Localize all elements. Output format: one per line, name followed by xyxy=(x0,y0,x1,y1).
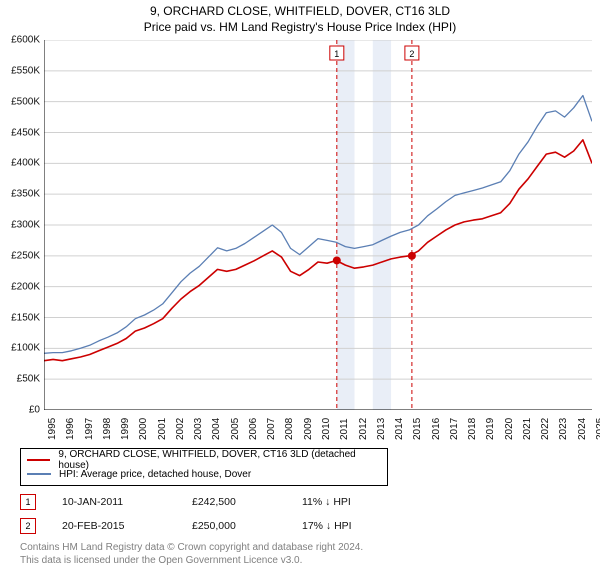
x-tick-label: 2005 xyxy=(230,418,241,440)
y-tick-label: £150K xyxy=(2,312,40,323)
x-tick-label: 2011 xyxy=(339,418,350,440)
x-tick-label: 2001 xyxy=(157,418,168,440)
legend-swatch xyxy=(27,459,50,461)
chart-title-subtitle: Price paid vs. HM Land Registry's House … xyxy=(0,20,600,34)
y-tick-label: £100K xyxy=(2,343,40,354)
x-tick-label: 2014 xyxy=(394,418,405,440)
credits-line2: This data is licensed under the Open Gov… xyxy=(20,555,588,567)
x-tick-label: 2021 xyxy=(522,418,533,440)
y-tick-label: £0 xyxy=(2,405,40,416)
x-tick-label: 1998 xyxy=(102,418,113,440)
legend: 9, ORCHARD CLOSE, WHITFIELD, DOVER, CT16… xyxy=(20,448,388,486)
x-tick-label: 2025 xyxy=(595,418,600,440)
x-tick-label: 2015 xyxy=(412,418,423,440)
sale-row: 1 10-JAN-2011£242,50011% ↓ HPI xyxy=(20,494,588,510)
sale-price: £250,000 xyxy=(192,520,302,532)
y-tick-label: £350K xyxy=(2,189,40,200)
y-tick-label: £400K xyxy=(2,158,40,169)
sale-date: 10-JAN-2011 xyxy=(62,496,192,508)
y-tick-label: £250K xyxy=(2,250,40,261)
chart-title-block: 9, ORCHARD CLOSE, WHITFIELD, DOVER, CT16… xyxy=(0,0,600,34)
legend-swatch xyxy=(27,473,51,475)
y-tick-label: £500K xyxy=(2,96,40,107)
x-tick-label: 2007 xyxy=(266,418,277,440)
y-tick-label: £200K xyxy=(2,281,40,292)
y-tick-label: £50K xyxy=(2,374,40,385)
sale-marker-box: 1 xyxy=(20,494,36,510)
sale-diff: 17% ↓ HPI xyxy=(302,520,412,532)
x-tick-label: 2018 xyxy=(467,418,478,440)
y-tick-label: £550K xyxy=(2,65,40,76)
chart-title-address: 9, ORCHARD CLOSE, WHITFIELD, DOVER, CT16… xyxy=(0,4,600,18)
legend-row: 9, ORCHARD CLOSE, WHITFIELD, DOVER, CT16… xyxy=(27,453,381,467)
sale-row: 2 20-FEB-2015£250,00017% ↓ HPI xyxy=(20,518,588,534)
x-tick-label: 1996 xyxy=(65,418,76,440)
x-tick-label: 2023 xyxy=(558,418,569,440)
credits-line1: Contains HM Land Registry data © Crown c… xyxy=(20,542,588,555)
chart-container: 9, ORCHARD CLOSE, WHITFIELD, DOVER, CT16… xyxy=(0,0,600,560)
x-tick-label: 2013 xyxy=(376,418,387,440)
x-tick-label: 2024 xyxy=(577,418,588,440)
credits: Contains HM Land Registry data © Crown c… xyxy=(20,542,588,567)
x-tick-label: 1997 xyxy=(84,418,95,440)
price-chart: 12 xyxy=(44,40,592,410)
x-tick-label: 2016 xyxy=(431,418,442,440)
x-tick-label: 2010 xyxy=(321,418,332,440)
x-tick-label: 2020 xyxy=(504,418,515,440)
svg-text:2: 2 xyxy=(409,49,414,59)
y-tick-label: £300K xyxy=(2,220,40,231)
sale-diff: 11% ↓ HPI xyxy=(302,496,412,508)
y-tick-label: £450K xyxy=(2,127,40,138)
x-tick-label: 2019 xyxy=(485,418,496,440)
x-tick-label: 2000 xyxy=(138,418,149,440)
x-tick-label: 2008 xyxy=(284,418,295,440)
sales-table: 1 10-JAN-2011£242,50011% ↓ HPI 2 20-FEB-201… xyxy=(20,494,588,534)
x-tick-label: 1999 xyxy=(120,418,131,440)
x-tick-label: 2004 xyxy=(211,418,222,440)
x-tick-label: 2002 xyxy=(175,418,186,440)
sale-price: £242,500 xyxy=(192,496,302,508)
x-tick-label: 1995 xyxy=(47,418,58,440)
x-tick-label: 2003 xyxy=(193,418,204,440)
legend-label: HPI: Average price, detached house, Dove… xyxy=(59,469,251,480)
x-tick-label: 2022 xyxy=(540,418,551,440)
x-tick-label: 2012 xyxy=(358,418,369,440)
sale-marker-box: 2 xyxy=(20,518,36,534)
svg-text:1: 1 xyxy=(334,49,339,59)
x-tick-label: 2017 xyxy=(449,418,460,440)
y-tick-label: £600K xyxy=(2,35,40,46)
chart-footer: 9, ORCHARD CLOSE, WHITFIELD, DOVER, CT16… xyxy=(20,448,588,567)
sale-date: 20-FEB-2015 xyxy=(62,520,192,532)
x-tick-label: 2009 xyxy=(303,418,314,440)
x-tick-label: 2006 xyxy=(248,418,259,440)
